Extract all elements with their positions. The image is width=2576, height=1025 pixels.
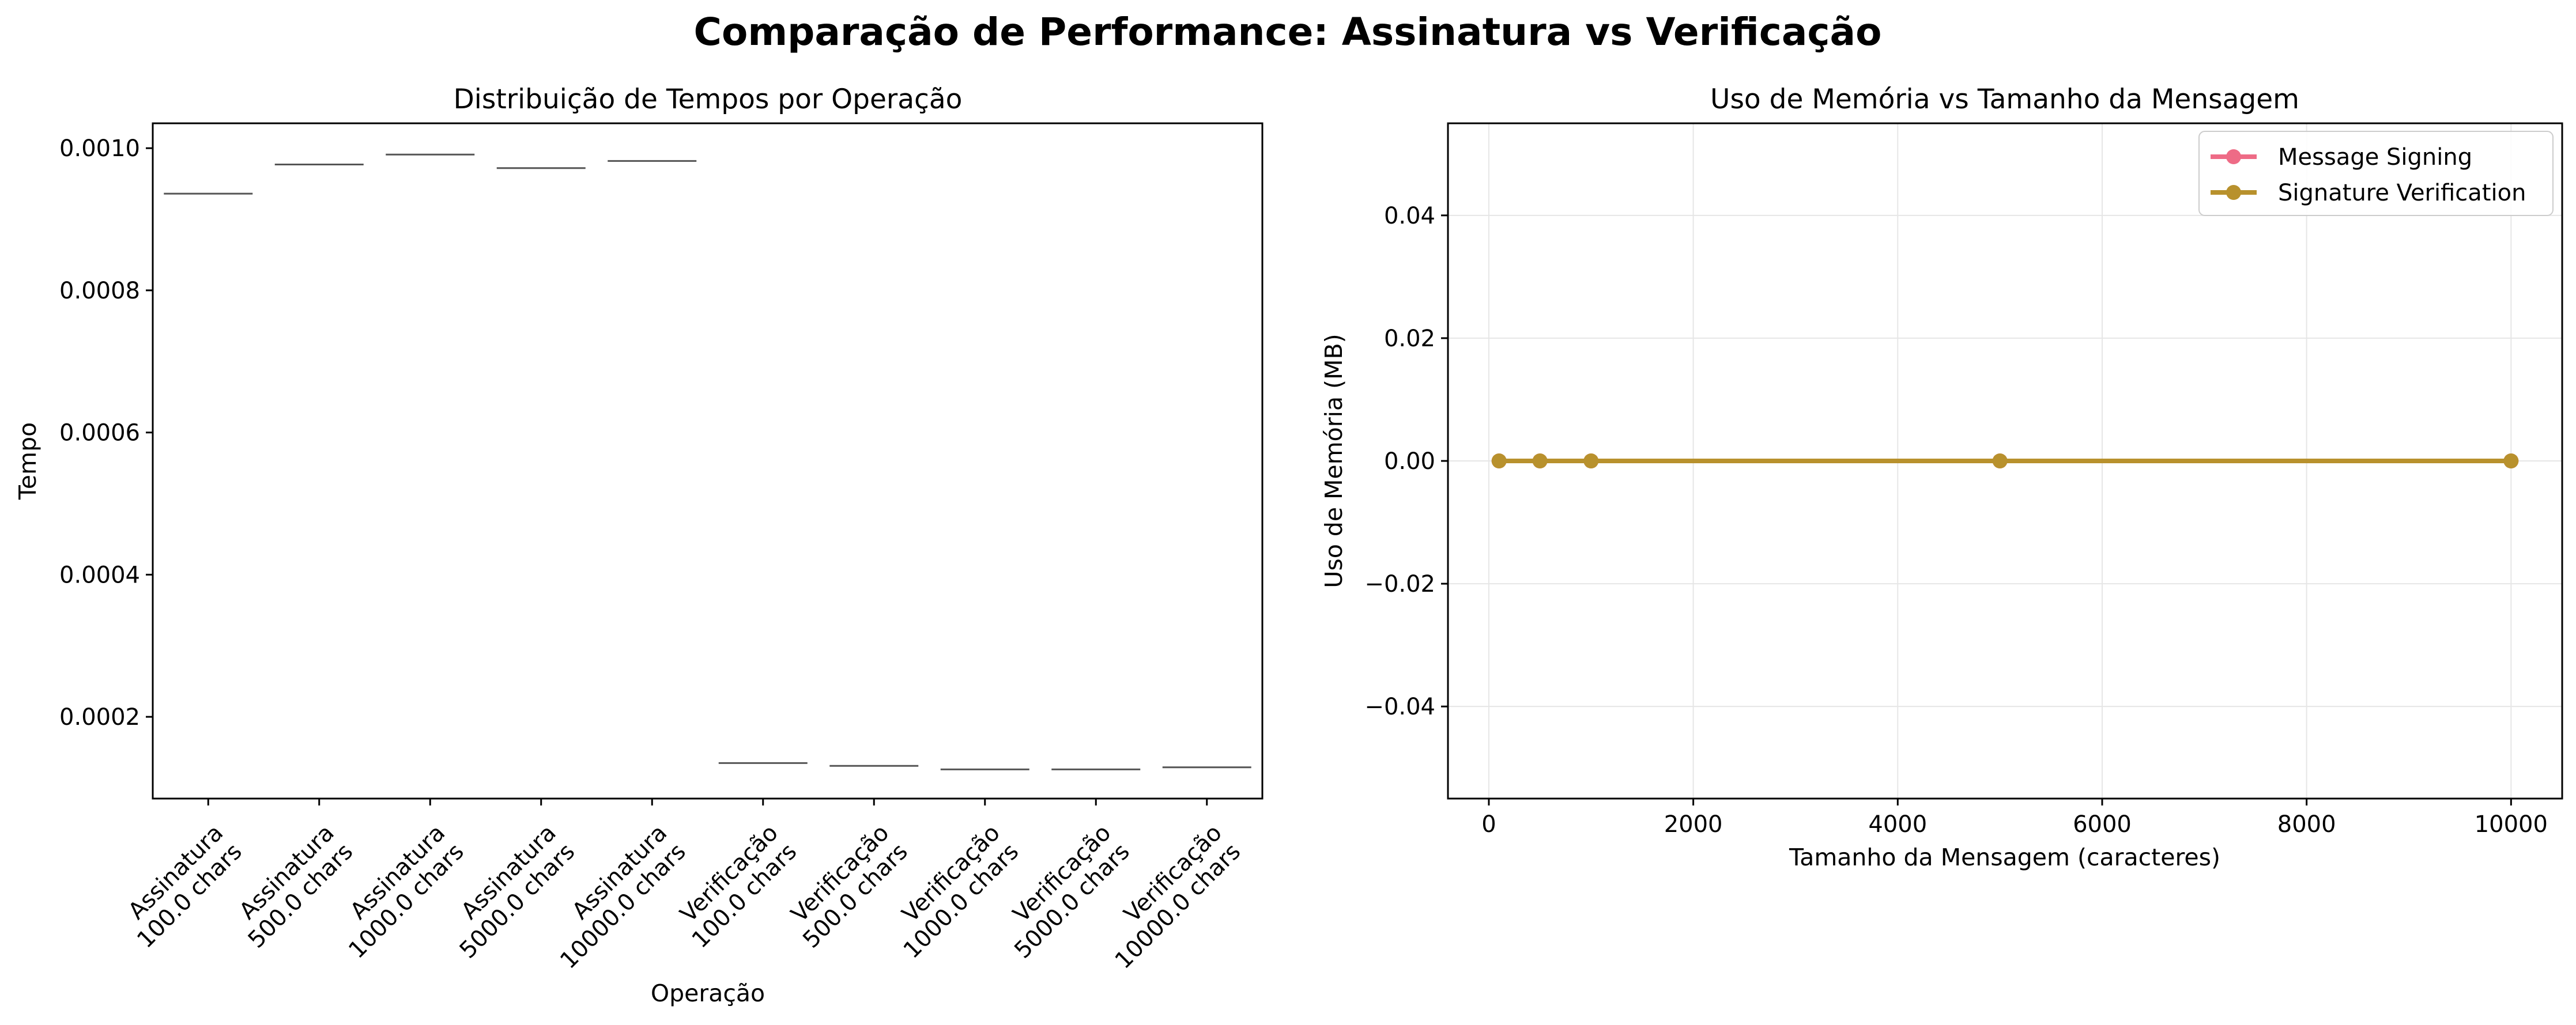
legend-box: [2198, 131, 2554, 216]
line-chart-series: [1491, 453, 2519, 468]
x-tick-label: Verificação5000.0 chars: [991, 820, 1135, 964]
line-chart: Uso de Memória vs Tamanho da Mensagem 0 2…: [1320, 84, 2563, 871]
x-tick-label: 8000: [2277, 811, 2336, 838]
box-chart-ylabel: Tempo: [14, 422, 42, 500]
legend-swatch-marker: [2226, 185, 2241, 200]
y-tick-label: −0.04: [1364, 694, 1435, 720]
series-signature-verification: [1491, 453, 2519, 468]
x-tick-label: Verificação100.0 chars: [668, 820, 802, 954]
legend-swatch-marker: [2226, 149, 2241, 164]
x-tick-label: Verificação1000.0 chars: [880, 820, 1024, 964]
line-chart-grid: 0 2000 4000 6000 8000 10000 −0.04 −0.02 0.00 0.02…: [1364, 123, 2562, 838]
line-chart-title: Uso de Memória vs Tamanho da Mensagem: [1710, 84, 2299, 115]
box-chart-title: Distribuição de Tempos por Operação: [454, 84, 963, 115]
y-tick-label: −0.02: [1364, 571, 1435, 597]
x-tick-label: Verificação500.0 chars: [779, 820, 913, 954]
x-tick-label: 4000: [1868, 811, 1927, 838]
x-tick-label: Assinatura500.0 chars: [224, 820, 358, 954]
x-tick-label: Assinatura100.0 chars: [114, 820, 247, 954]
line-chart-ylabel: Uso de Memória (MB): [1320, 334, 1348, 588]
line-chart-xlabel: Tamanho da Mensagem (caracteres): [1789, 844, 2220, 871]
legend-label: Signature Verification: [2278, 180, 2526, 206]
figure-title: Comparação de Performance: Assinatura vs…: [694, 10, 1882, 54]
box-chart-ticks: 0.0002 0.0004 0.0006 0.0008 0.0010 Assinatura…: [59, 135, 1246, 974]
data-point: [1992, 453, 2008, 468]
box-chart: Distribuição de Tempos por Operação 0.00…: [14, 84, 1264, 1007]
box-chart-xlabel: Operação: [651, 979, 765, 1007]
x-tick-label: 2000: [1664, 811, 1723, 838]
data-point: [1532, 453, 1548, 468]
legend-label: Message Signing: [2278, 144, 2472, 171]
legend-items: Message Signing Signature Verification: [2211, 144, 2526, 206]
data-point: [1491, 453, 1507, 468]
box-chart-plot-area: [152, 122, 1264, 800]
y-tick-label: 0.0008: [59, 278, 140, 304]
data-point: [1583, 453, 1599, 468]
y-tick-label: 0.04: [1384, 203, 1435, 229]
x-tick-label: 10000: [2475, 811, 2548, 838]
x-tick-label: 0: [1481, 811, 1496, 838]
y-tick-label: 0.0010: [59, 135, 140, 162]
legend: Message Signing Signature Verification: [2198, 131, 2554, 216]
box-chart-boxes: [164, 153, 1251, 770]
y-tick-label: 0.0004: [59, 562, 140, 588]
x-tick-label: Assinatura5000.0 chars: [436, 820, 580, 964]
x-tick-label: 6000: [2073, 811, 2132, 838]
y-tick-label: 0.02: [1384, 326, 1435, 352]
y-tick-label: 0.0002: [59, 704, 140, 731]
y-tick-label: 0.00: [1384, 448, 1435, 475]
x-tick-label: Assinatura1000.0 chars: [325, 820, 469, 964]
y-tick-label: 0.0006: [59, 420, 140, 447]
line-chart-plot-area: [1447, 122, 2563, 800]
data-point: [2503, 453, 2519, 468]
